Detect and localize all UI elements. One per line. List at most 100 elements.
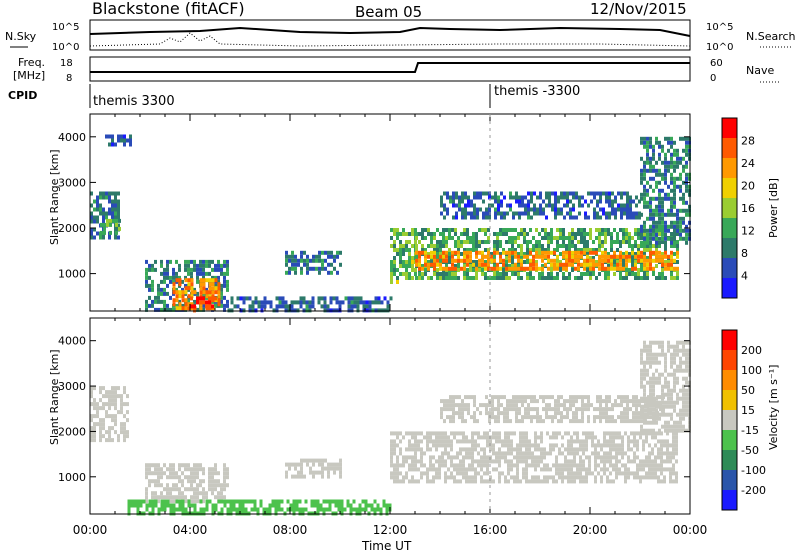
data-cell-velocity-1187 — [603, 471, 606, 476]
data-cell-velocity-1773 — [643, 412, 646, 417]
data-cell-velocity-1989 — [685, 412, 688, 417]
data-cell-velocity-716 — [441, 435, 444, 440]
data-cell-velocity-297 — [136, 499, 140, 504]
data-cell-velocity-1705 — [638, 415, 641, 420]
data-cell-velocity-1954 — [679, 424, 682, 429]
data-cell-power-2191 — [667, 224, 670, 229]
data-cell-velocity-1479 — [497, 407, 500, 412]
data-cell-velocity-1181 — [603, 443, 606, 448]
data-cell-power-1637 — [589, 258, 592, 263]
data-cell-velocity-1103 — [576, 431, 579, 436]
data-cell-velocity-919 — [510, 451, 513, 456]
data-cell-velocity-554 — [324, 458, 327, 463]
data-cell-power-1024 — [523, 236, 526, 240]
data-cell-velocity-1066 — [564, 455, 567, 460]
data-cell-power-1673 — [619, 254, 622, 259]
data-cell-power-1459 — [427, 254, 430, 259]
data-cell-velocity-16 — [93, 426, 96, 431]
data-cell-velocity-915 — [510, 431, 513, 436]
data-cell-power-864 — [466, 240, 469, 244]
data-cell-power-1107 — [556, 248, 559, 252]
data-cell-power-674 — [402, 232, 405, 236]
data-cell-power-1610 — [568, 254, 571, 259]
data-cell-power-1741 — [443, 191, 446, 196]
data-cell-velocity-1456 — [482, 403, 485, 408]
data-cell-velocity-1204 — [609, 459, 612, 464]
data-cell-power-1015 — [520, 248, 523, 252]
data-cell-power-1048 — [532, 244, 535, 248]
data-cell-power-474 — [281, 304, 285, 309]
data-cell-power-1918 — [566, 199, 569, 204]
data-cell-power-1721 — [664, 254, 667, 259]
data-cell-velocity-20 — [96, 402, 99, 407]
data-cell-power-1260 — [610, 248, 613, 252]
data-cell-velocity-1905 — [670, 404, 673, 409]
data-cell-velocity-1290 — [642, 431, 645, 436]
data-cell-power-661 — [396, 268, 399, 272]
data-cell-power-1210 — [592, 256, 595, 260]
data-cell-power-909 — [481, 272, 484, 276]
data-cell-power-1174 — [580, 240, 583, 244]
data-cell-velocity-1575 — [557, 411, 560, 416]
data-cell-velocity-635 — [411, 463, 414, 468]
data-cell-velocity-80 — [117, 394, 120, 399]
data-cell-velocity-474 — [337, 507, 341, 512]
data-cell-velocity-1619 — [584, 407, 587, 412]
data-cell-velocity-1917 — [673, 376, 676, 381]
data-cell-velocity-1105 — [576, 439, 579, 444]
data-cell-power-1069 — [541, 248, 544, 252]
data-cell-power-1996 — [623, 191, 626, 196]
data-cell-velocity-588 — [393, 467, 396, 472]
data-cell-power-672 — [399, 272, 402, 276]
data-cell-velocity-42 — [102, 434, 105, 439]
data-cell-velocity-862 — [489, 475, 492, 480]
data-cell-velocity-804 — [471, 443, 474, 448]
data-cell-power-2079 — [649, 168, 652, 173]
data-cell-velocity-659 — [420, 447, 423, 452]
data-cell-power-875 — [469, 264, 472, 268]
data-cell-velocity-1042 — [555, 443, 558, 448]
data-cell-power-673 — [402, 228, 405, 232]
data-cell-power-2226 — [673, 200, 676, 205]
data-cell-power-137 — [154, 259, 157, 264]
data-cell-power-258 — [202, 267, 205, 272]
data-cell-power-861 — [466, 228, 469, 232]
data-cell-power-1208 — [592, 240, 595, 244]
data-cell-velocity-1230 — [618, 443, 621, 448]
data-cell-power-1727 — [670, 250, 673, 255]
data-cell-power-391 — [208, 286, 212, 291]
data-cell-velocity-497 — [367, 503, 371, 508]
data-cell-power-1014 — [520, 244, 523, 248]
data-cell-velocity-957 — [522, 471, 525, 476]
data-cell-velocity-516 — [285, 470, 288, 475]
data-cell-power-2065 — [646, 192, 649, 197]
data-cell-velocity-552 — [321, 470, 324, 475]
data-cell-power-1364 — [646, 248, 649, 252]
data-cell-velocity-480 — [346, 499, 350, 504]
data-cell-velocity-713 — [438, 471, 441, 476]
data-cell-velocity-1306 — [648, 431, 651, 436]
data-cell-velocity-163 — [169, 495, 172, 500]
data-cell-velocity-1508 — [515, 407, 518, 412]
data-cell-power-469 — [278, 296, 282, 301]
data-cell-power-829 — [451, 276, 454, 280]
data-cell-velocity-1812 — [652, 360, 655, 365]
data-cell-power-2049 — [643, 204, 646, 209]
data-cell-power-1307 — [628, 240, 631, 244]
data-cell-power-473 — [281, 300, 285, 305]
data-cell-power-735 — [421, 236, 424, 240]
data-cell-power-1597 — [556, 262, 559, 267]
data-cell-velocity-1165 — [597, 439, 600, 444]
data-cell-power-2083 — [649, 200, 652, 205]
data-cell-power-38 — [102, 235, 105, 240]
data-cell-velocity-1552 — [542, 419, 545, 424]
data-cell-velocity-1759 — [643, 340, 646, 345]
data-cell-power-1370 — [649, 244, 652, 248]
data-cell-power-59 — [114, 191, 117, 196]
data-cell-velocity-1514 — [518, 407, 521, 412]
data-cell-power-147 — [157, 307, 160, 312]
data-cell-velocity-628 — [408, 479, 411, 484]
data-cell-velocity-78 — [114, 430, 117, 435]
data-cell-power-1891 — [548, 195, 551, 200]
data-cell-velocity-215 — [193, 471, 196, 476]
